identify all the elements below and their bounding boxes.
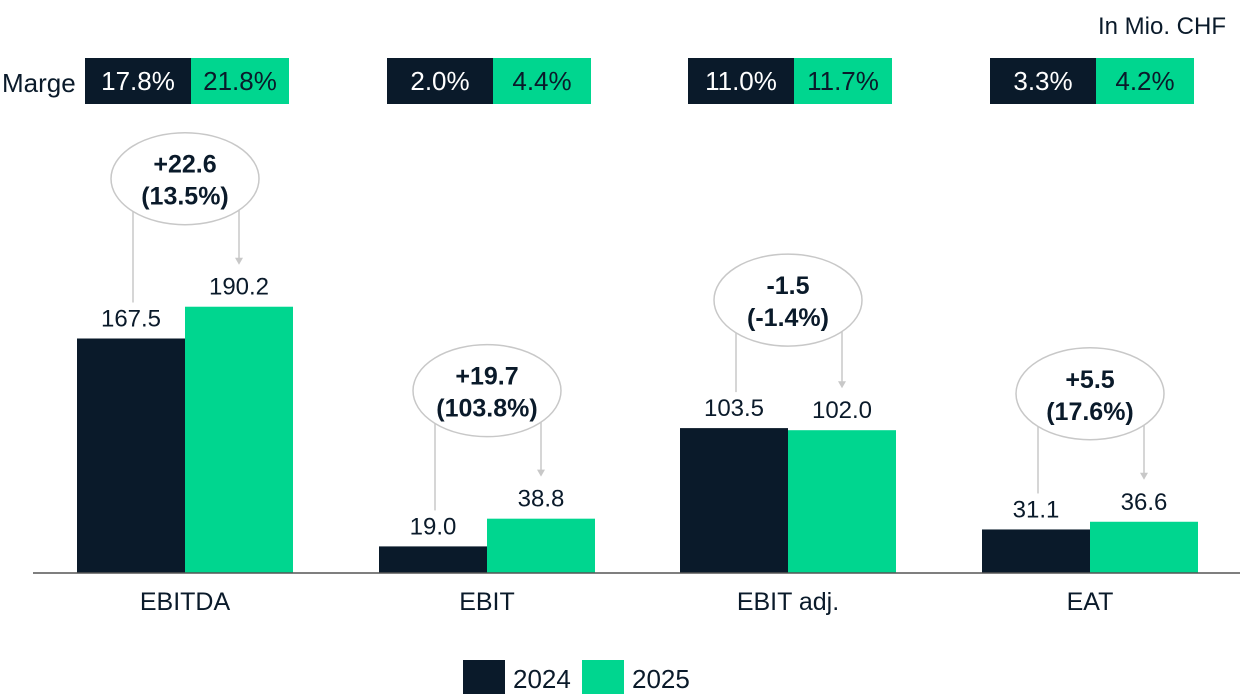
- category-label-ebit: EBIT: [459, 588, 515, 616]
- value-label-ebit-2024: 19.0: [410, 513, 457, 540]
- value-label-eat-2025: 36.6: [1121, 489, 1168, 516]
- value-label-ebit-adj-2025: 102.0: [812, 397, 872, 424]
- category-label-ebitda: EBITDA: [140, 588, 231, 616]
- bar-group-ebit-adj: 103.5 102.0 EBIT adj. 11.0% 11.7% -1.5 (-1.4%): [680, 58, 896, 616]
- value-label-eat-2024: 31.1: [1013, 496, 1060, 523]
- margin-value-ebitda-2024: 17.8%: [101, 66, 175, 96]
- margin-value-eat-2024: 3.3%: [1013, 66, 1072, 96]
- bar-group-ebitda: 167.5 190.2 EBITDA 17.8% 21.8% +22.6 (13.5%): [77, 58, 293, 616]
- margin-box-ebit-2025: [493, 58, 591, 104]
- delta-pct-ebitda: (13.5%): [141, 183, 229, 211]
- delta-abs-eat: +5.5: [1065, 366, 1114, 394]
- delta-arrow-ebitda: [235, 257, 243, 265]
- margin-value-ebit-adj-2024: 11.0%: [705, 66, 777, 96]
- value-label-ebit-adj-2024: 103.5: [704, 395, 764, 422]
- margin-value-ebit-2024: 2.0%: [410, 66, 469, 96]
- margin-value-ebit-2025: 4.4%: [512, 66, 571, 96]
- delta-abs-ebit-adj: -1.5: [766, 272, 809, 300]
- delta-bubble-ebit-adj: [713, 253, 863, 347]
- bar-eat-2025: [1090, 521, 1198, 573]
- margin-box-eat-2024: [990, 58, 1096, 104]
- delta-pct-ebit-adj: (-1.4%): [747, 304, 829, 332]
- bar-group-ebit: 19.0 38.8 EBIT 2.0% 4.4% +19.7 (103.8%): [379, 58, 595, 616]
- category-label-ebit-adj: EBIT adj.: [737, 588, 839, 616]
- value-label-ebitda-2025: 190.2: [209, 274, 269, 301]
- margin-value-eat-2025: 4.2%: [1115, 66, 1174, 96]
- legend-swatch-2025: [582, 660, 624, 694]
- bar-eat-2024: [982, 529, 1090, 573]
- delta-bubble-ebit: [412, 343, 562, 438]
- margin-value-ebit-adj-2025: 11.7%: [807, 66, 879, 96]
- value-label-ebit-2025: 38.8: [518, 486, 565, 513]
- legend-label-2025: 2025: [632, 664, 690, 694]
- margin-box-ebit-adj-2024: [688, 58, 794, 104]
- margin-box-eat-2025: [1096, 58, 1194, 104]
- legend-swatch-2024: [463, 660, 505, 694]
- unit-label: In Mio. CHF: [1098, 13, 1226, 40]
- delta-pct-ebit: (103.8%): [436, 395, 537, 423]
- bar-group-eat: 31.1 36.6 EAT 3.3% 4.2% +5.5 (17.6%): [982, 58, 1198, 616]
- margin-box-ebitda-2025: [191, 58, 289, 104]
- bar-ebit-2025: [487, 518, 595, 573]
- bar-ebitda-2025: [185, 306, 293, 573]
- margin-box-ebit-adj-2025: [794, 58, 892, 104]
- delta-bubble-eat: [1015, 347, 1165, 441]
- category-label-eat: EAT: [1067, 588, 1114, 616]
- delta-arrow-eat: [1140, 472, 1148, 480]
- delta-bubble-ebitda: [110, 131, 260, 226]
- margin-value-ebitda-2025: 21.8%: [203, 66, 277, 96]
- bar-ebit-adj-2025: [788, 430, 896, 573]
- bar-ebit-2024: [379, 546, 487, 573]
- margin-box-ebitda-2024: [85, 58, 191, 104]
- value-label-ebitda-2024: 167.5: [101, 306, 161, 333]
- delta-pct-eat: (17.6%): [1046, 398, 1134, 426]
- delta-arrow-ebit-adj: [838, 381, 846, 389]
- bar-ebit-adj-2024: [680, 428, 788, 573]
- bar-ebitda-2024: [77, 338, 185, 573]
- delta-abs-ebitda: +22.6: [153, 151, 216, 179]
- delta-abs-ebit: +19.7: [455, 363, 518, 391]
- legend: 2024 2025: [463, 660, 690, 694]
- delta-arrow-ebit: [537, 469, 545, 477]
- margin-row-label: Marge: [2, 68, 76, 98]
- margin-box-ebit-2024: [387, 58, 493, 104]
- legend-label-2024: 2024: [513, 664, 571, 694]
